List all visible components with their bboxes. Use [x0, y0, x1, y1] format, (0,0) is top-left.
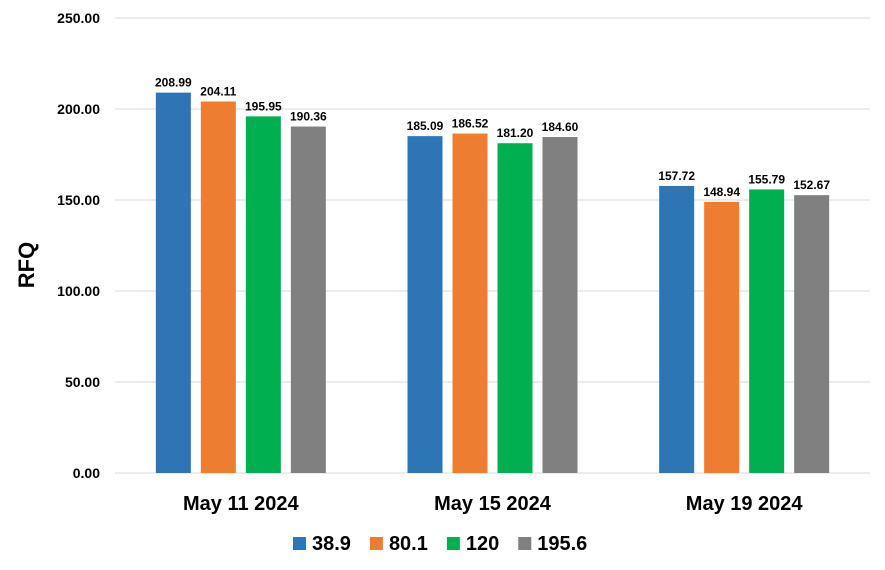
legend: 38.9 80.1 120 195.6	[293, 533, 587, 555]
data-label: 208.99	[155, 76, 192, 90]
data-label: 184.60	[542, 120, 579, 134]
bar-120-0	[245, 116, 281, 473]
bar-195-6-0	[290, 126, 326, 473]
data-label: 204.11	[200, 85, 236, 99]
legend-swatch	[369, 537, 383, 550]
y-axis-ticks: 0.00 50.00 100.00 150.00 200.00 250.00	[57, 10, 100, 481]
legend-swatch	[518, 537, 532, 550]
bars	[155, 92, 830, 474]
data-label: 155.79	[748, 172, 785, 186]
data-label: 190.36	[290, 110, 327, 124]
bar-195-6-2	[794, 195, 830, 473]
gridlines	[115, 17, 870, 474]
bar-80-1-0	[200, 101, 236, 473]
legend-swatch	[446, 537, 460, 550]
bar-80-1-2	[704, 201, 740, 473]
bar-38-9-2	[659, 185, 695, 474]
y-tick-label: 50.00	[65, 374, 100, 390]
data-label: 148.94	[703, 185, 740, 199]
y-tick-label: 0.00	[73, 465, 100, 481]
bar-38-9-1	[407, 136, 443, 473]
data-label: 186.52	[452, 117, 489, 131]
data-label: 181.20	[497, 126, 534, 140]
legend-label: 80.1	[389, 533, 428, 555]
y-axis-label: RFQ	[14, 242, 39, 288]
legend-label: 120	[466, 533, 499, 555]
bar-195-6-1	[542, 137, 578, 473]
x-category-label: May 11 2024	[183, 493, 300, 515]
data-labels: 208.99 204.11 195.95 190.36 185.09 186.52 181.…	[155, 76, 830, 199]
data-label: 195.95	[245, 99, 282, 113]
x-axis-categories: May 11 2024 May 15 2024 May 19 2024	[183, 493, 803, 515]
bar-80-1-1	[452, 133, 488, 473]
data-label: 157.72	[658, 169, 695, 183]
legend-swatch	[293, 537, 306, 550]
data-label: 185.09	[407, 119, 444, 133]
data-label: 152.67	[793, 178, 830, 192]
x-category-label: May 19 2024	[686, 493, 804, 515]
legend-label: 195.6	[537, 533, 587, 555]
y-tick-label: 250.00	[57, 10, 100, 26]
y-tick-label: 150.00	[57, 192, 100, 208]
legend-label: 38.9	[312, 533, 351, 555]
y-tick-label: 100.00	[57, 283, 100, 299]
x-category-label: May 15 2024	[434, 493, 552, 515]
bar-120-1	[497, 143, 533, 473]
bar-38-9-0	[155, 92, 191, 474]
bar-120-2	[749, 189, 785, 473]
y-tick-label: 200.00	[57, 101, 100, 117]
